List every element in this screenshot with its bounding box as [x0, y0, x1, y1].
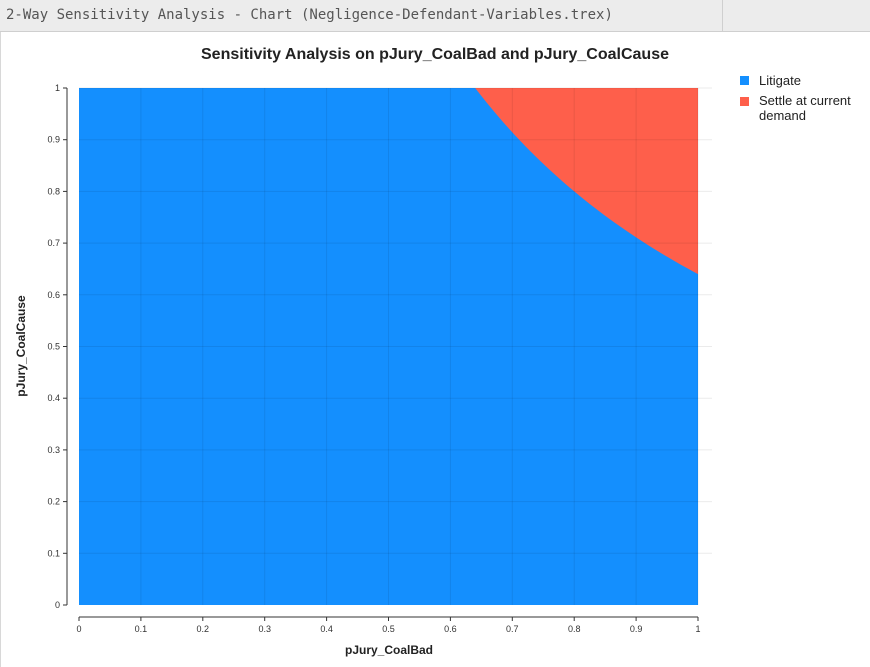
- sensitivity-chart: Sensitivity Analysis on pJury_CoalBad an…: [14, 46, 851, 657]
- y-tick-label-3: 0.3: [47, 445, 60, 455]
- x-tick-label-8: 0.8: [568, 624, 581, 634]
- x-tick-label-0: 0: [76, 624, 81, 634]
- y-axis-title: pJury_CoalCause: [14, 295, 28, 397]
- y-tick-label-5: 0.5: [47, 342, 60, 352]
- window-left-border: [0, 32, 1, 667]
- y-tick-label-9: 0.9: [47, 135, 60, 145]
- y-tick-label-4: 0.4: [47, 393, 60, 403]
- legend-label-litigate: Litigate: [759, 73, 801, 88]
- y-tick-label-2: 0.2: [47, 497, 60, 507]
- region-settle: [475, 88, 698, 275]
- window-titlebar[interactable]: 2-Way Sensitivity Analysis - Chart (Negl…: [0, 0, 870, 32]
- legend-label-settle-line1: Settle at current: [759, 93, 851, 108]
- chart-title: Sensitivity Analysis on pJury_CoalBad an…: [201, 46, 669, 63]
- x-tick-label-3: 0.3: [258, 624, 271, 634]
- legend-label-settle-line2: demand: [759, 108, 806, 123]
- y-tick-label-8: 0.8: [47, 186, 60, 196]
- plot-area: [79, 87, 712, 605]
- x-tick-label-10: 1: [695, 624, 700, 634]
- x-axis-title: pJury_CoalBad: [345, 643, 433, 657]
- x-tick-label-1: 0.1: [135, 624, 148, 634]
- x-axis: 0 0.1 0.2 0.3 0.4 0.5 0.6 0.7 0.8 0.9 1: [76, 616, 701, 634]
- legend-swatch-litigate: [740, 76, 749, 85]
- legend-swatch-settle: [740, 97, 749, 106]
- x-tick-label-6: 0.6: [444, 624, 457, 634]
- y-tick-label-6: 0.6: [47, 290, 60, 300]
- y-tick-label-0: 0: [55, 600, 60, 610]
- x-tick-label-4: 0.4: [320, 624, 333, 634]
- window-title: 2-Way Sensitivity Analysis - Chart (Negl…: [6, 7, 613, 23]
- legend-item-litigate[interactable]: Litigate: [740, 73, 801, 88]
- y-tick-label-10: 1: [55, 83, 60, 93]
- y-axis: 0 0.1 0.2 0.3 0.4 0.5 0.6 0.7 0.8 0.9 1: [47, 83, 68, 610]
- x-tick-label-9: 0.9: [630, 624, 643, 634]
- y-tick-label-1: 0.1: [47, 548, 60, 558]
- x-tick-label-7: 0.7: [506, 624, 519, 634]
- legend-item-settle[interactable]: Settle at current demand: [740, 93, 851, 123]
- titlebar-divider: [722, 0, 723, 32]
- y-tick-label-7: 0.7: [47, 238, 60, 248]
- legend: Litigate Settle at current demand: [740, 73, 851, 123]
- gridlines: [79, 87, 712, 605]
- x-tick-label-2: 0.2: [197, 624, 210, 634]
- x-tick-label-5: 0.5: [382, 624, 395, 634]
